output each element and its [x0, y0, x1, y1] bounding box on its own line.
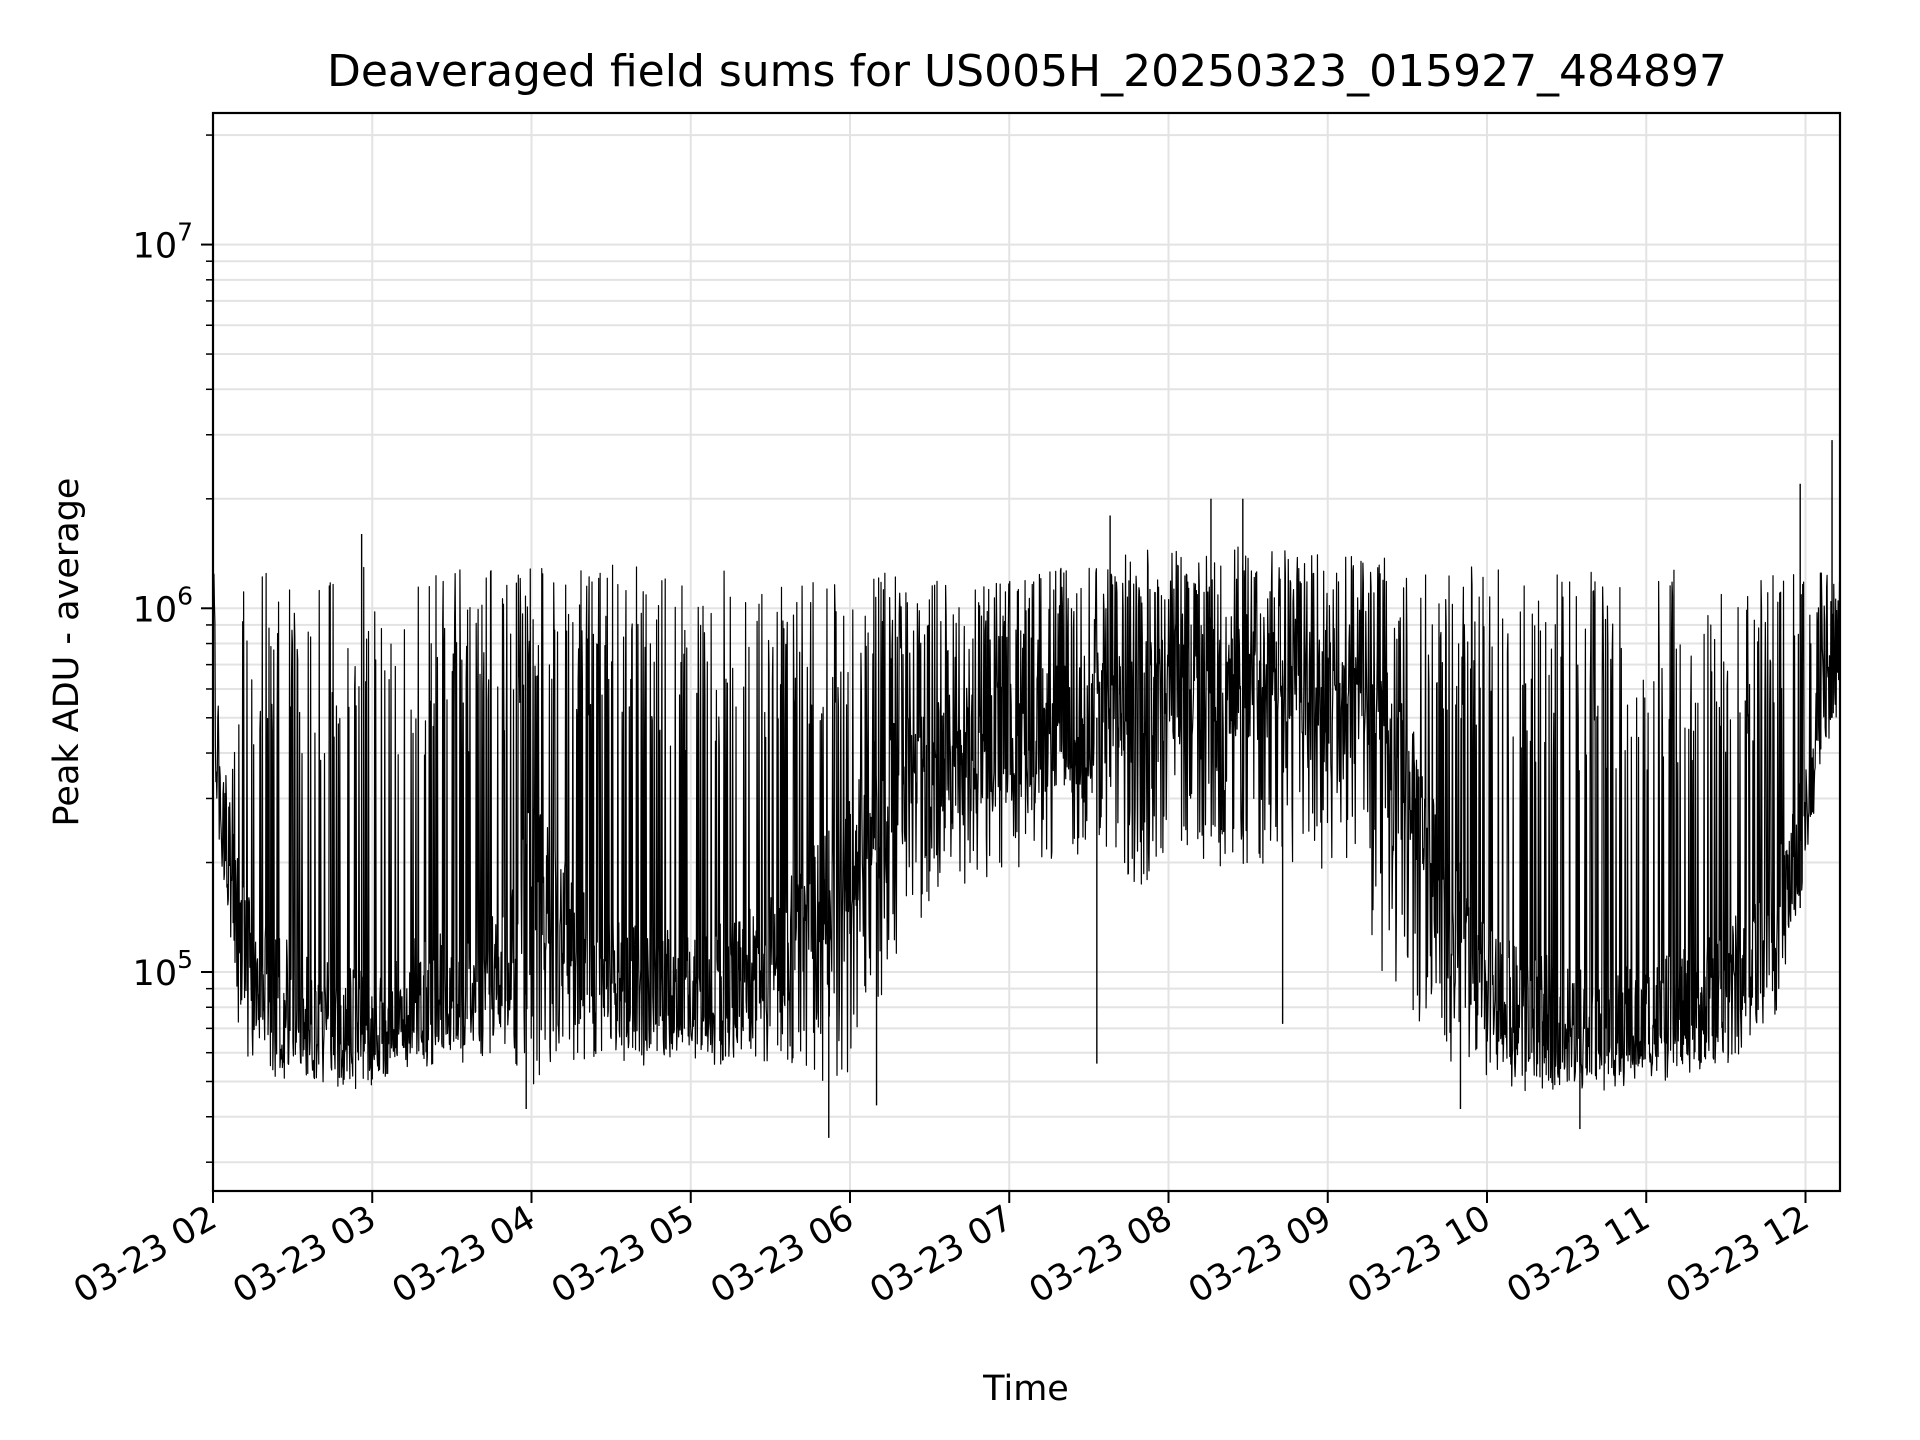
series-group	[213, 440, 1840, 1138]
plot-area	[213, 440, 1840, 1138]
y-tick-label: 107	[133, 218, 193, 267]
y-tick-label: 106	[133, 581, 193, 630]
x-axis-label: Time	[982, 1369, 1069, 1409]
plot-frame	[211, 111, 1842, 1193]
y-tick-label: 105	[133, 945, 193, 994]
series-line	[213, 457, 1840, 1092]
y-axis: 105 106 107	[133, 134, 213, 1163]
chart-title: Deaveraged field sums for US005H_2025032…	[327, 46, 1727, 97]
y-axis-label: Peak ADU - average	[47, 478, 87, 827]
